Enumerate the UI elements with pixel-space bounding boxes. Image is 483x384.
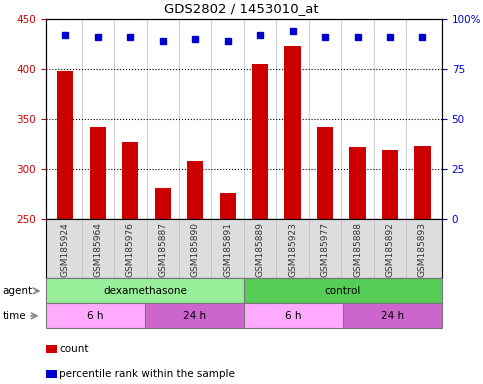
Text: GDS2802 / 1453010_at: GDS2802 / 1453010_at [164,2,319,15]
Bar [349,147,366,219]
Text: GSM185976: GSM185976 [126,222,135,277]
Bar [343,303,442,328]
Text: 6 h: 6 h [87,311,104,321]
Bar [46,278,244,303]
Bar [284,46,301,219]
Text: GSM185923: GSM185923 [288,222,297,277]
Bar [46,303,145,328]
Bar [414,146,430,219]
Bar [317,127,333,219]
Text: GSM185889: GSM185889 [256,222,265,277]
Bar [244,278,442,303]
Text: time: time [2,311,26,321]
Text: 24 h: 24 h [381,311,404,321]
Text: GSM185977: GSM185977 [321,222,329,277]
Text: GSM185892: GSM185892 [385,222,395,277]
Bar [90,127,106,219]
Text: dexamethasone: dexamethasone [103,286,187,296]
Text: GSM185890: GSM185890 [191,222,199,277]
Bar [145,303,244,328]
Text: GSM185924: GSM185924 [61,222,70,276]
Text: GSM185891: GSM185891 [223,222,232,277]
Text: control: control [325,286,361,296]
Bar [57,71,73,219]
Bar [155,188,171,219]
Text: GSM185888: GSM185888 [353,222,362,277]
Bar [382,150,398,219]
Bar [252,64,268,219]
Bar [220,193,236,219]
Text: GSM185893: GSM185893 [418,222,427,277]
Text: 6 h: 6 h [285,311,302,321]
Text: GSM185887: GSM185887 [158,222,167,277]
Text: GSM185964: GSM185964 [93,222,102,277]
Bar [122,142,139,219]
Text: count: count [59,344,89,354]
Text: agent: agent [2,286,32,296]
Text: 24 h: 24 h [183,311,206,321]
Bar [244,303,343,328]
Bar [187,161,203,219]
Text: percentile rank within the sample: percentile rank within the sample [59,369,235,379]
